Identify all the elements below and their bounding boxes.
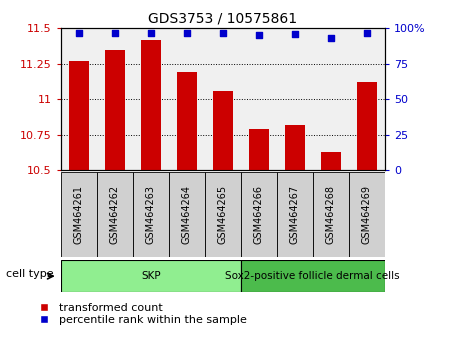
Bar	[349, 28, 385, 170]
Point	[219, 30, 226, 35]
Bar	[169, 172, 205, 257]
Bar	[357, 82, 377, 170]
Bar	[133, 172, 169, 257]
Point	[363, 30, 370, 35]
Legend: transformed count, percentile rank within the sample: transformed count, percentile rank withi…	[32, 303, 247, 325]
Bar	[61, 260, 241, 292]
Text: cell type: cell type	[6, 269, 54, 279]
Text: SKP: SKP	[141, 271, 161, 281]
Bar	[97, 28, 133, 170]
Title: GDS3753 / 10575861: GDS3753 / 10575861	[148, 12, 297, 26]
Bar	[313, 28, 349, 170]
Bar	[321, 152, 341, 170]
Bar	[249, 129, 269, 170]
Bar	[169, 28, 205, 170]
Text: GSM464265: GSM464265	[218, 184, 228, 244]
Bar	[141, 40, 161, 170]
Bar	[205, 28, 241, 170]
Point	[111, 30, 118, 35]
Bar	[277, 28, 313, 170]
Text: GSM464261: GSM464261	[74, 185, 84, 244]
Text: GSM464262: GSM464262	[110, 184, 120, 244]
Bar	[177, 72, 197, 170]
Bar	[69, 61, 89, 170]
Point	[147, 30, 154, 35]
Bar	[61, 172, 97, 257]
Point	[75, 30, 82, 35]
Text: Sox2-positive follicle dermal cells: Sox2-positive follicle dermal cells	[225, 271, 400, 281]
Bar	[61, 28, 97, 170]
Text: GSM464266: GSM464266	[254, 185, 264, 244]
Bar	[277, 172, 313, 257]
Bar	[105, 50, 125, 170]
Point	[255, 33, 262, 38]
Text: GSM464263: GSM464263	[146, 185, 156, 244]
Text: GSM464264: GSM464264	[182, 185, 192, 244]
Bar	[213, 91, 233, 170]
Bar	[241, 172, 277, 257]
Text: GSM464269: GSM464269	[362, 185, 372, 244]
Bar	[205, 172, 241, 257]
Bar	[349, 172, 385, 257]
Bar	[285, 125, 305, 170]
Text: GSM464268: GSM464268	[326, 185, 336, 244]
Bar	[313, 172, 349, 257]
Point	[327, 35, 334, 41]
Bar	[133, 28, 169, 170]
Point	[291, 31, 298, 37]
Bar	[241, 28, 277, 170]
Text: GSM464267: GSM464267	[290, 184, 300, 244]
Point	[183, 30, 190, 35]
Bar	[241, 260, 385, 292]
Bar	[97, 172, 133, 257]
